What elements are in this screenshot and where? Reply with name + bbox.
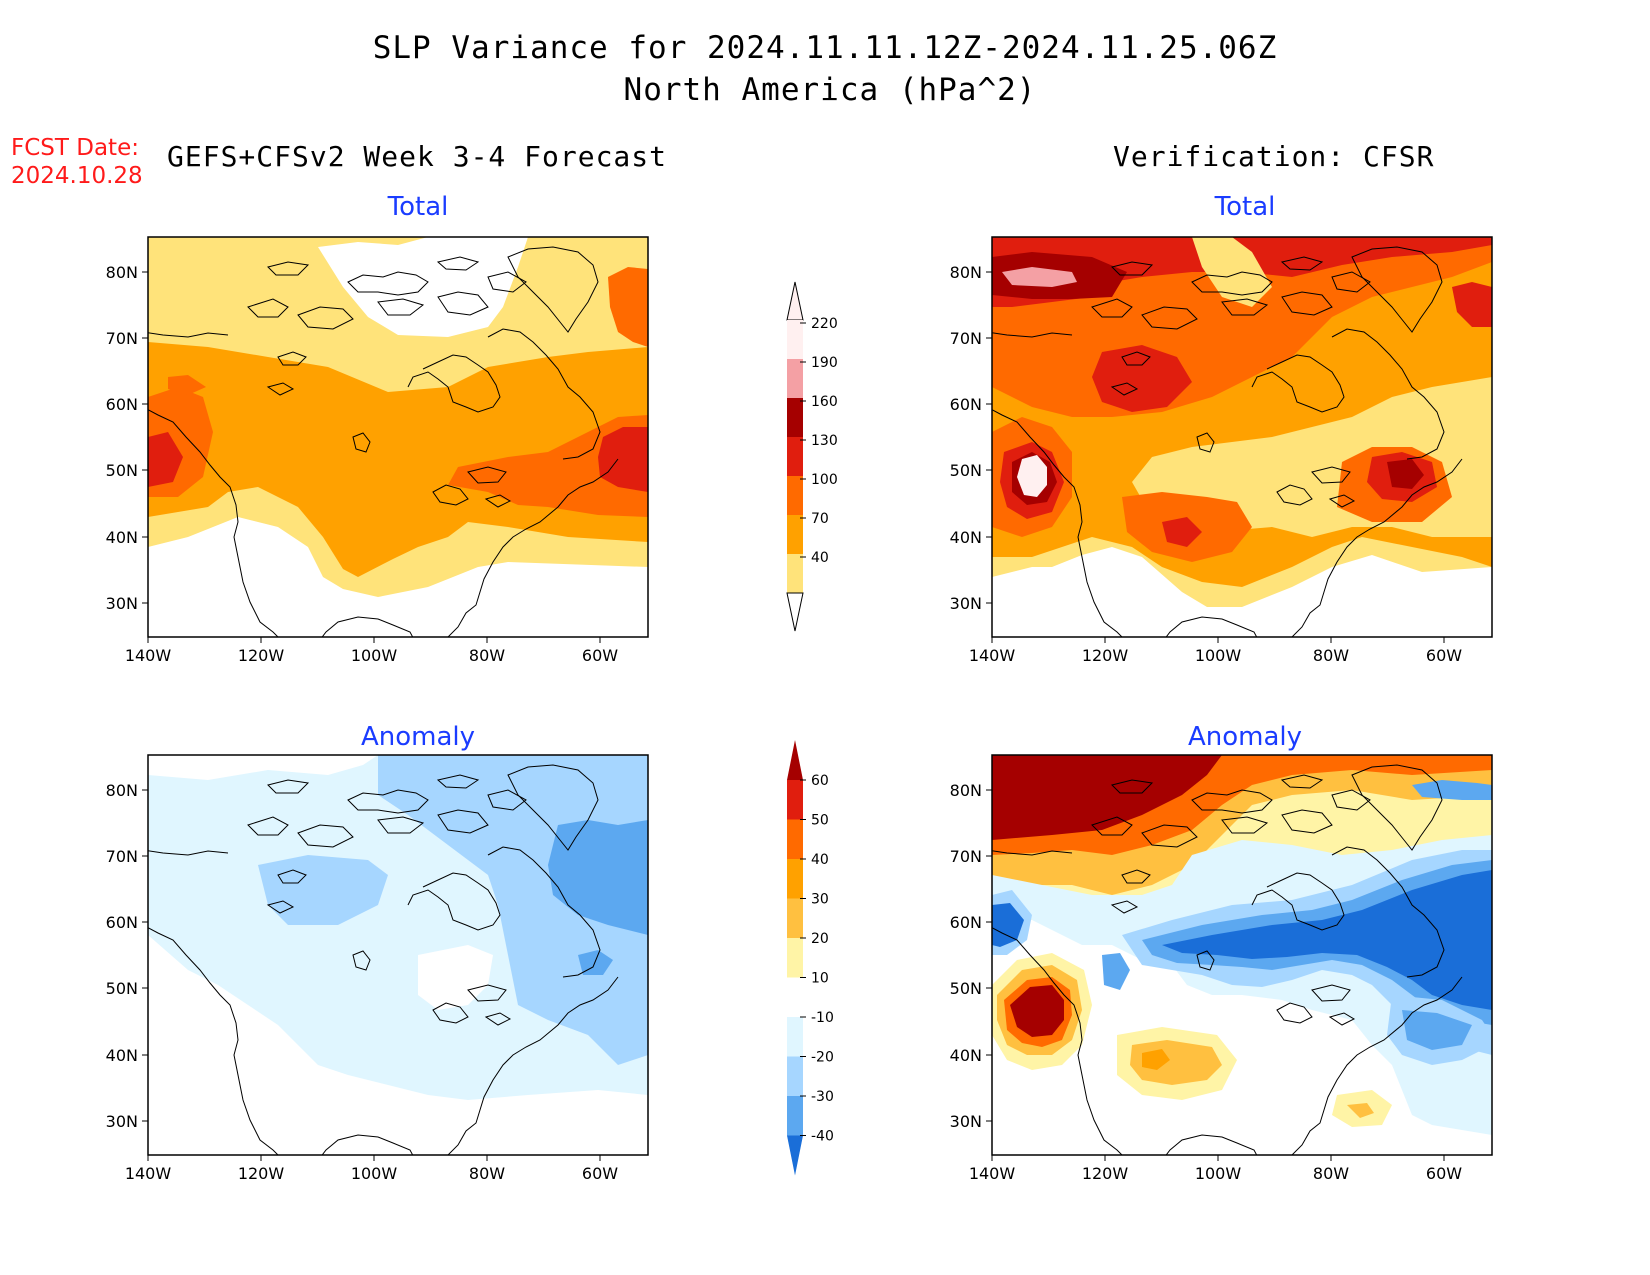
lat-tick-label: 30N [950,594,982,613]
lat-tick-label: 70N [950,329,982,348]
lat-tick-label: 40N [106,1046,138,1065]
lat-tick-label: 50N [950,979,982,998]
vf-total-title: Total [1214,192,1276,222]
lat-tick-label: 70N [106,847,138,866]
lat-tick-label: 60N [106,913,138,932]
colorbar-label: 220 [811,316,838,332]
colorbar-label: 160 [811,394,838,410]
colorbar-label: 60 [811,773,829,789]
colorbar-swatch [787,977,803,1017]
colorbar-swatch [787,819,803,859]
lon-tick-label: 60W [582,646,618,665]
lat-tick-label: 60N [950,395,982,414]
lat-tick-label: 40N [106,528,138,547]
lon-tick-label: 60W [1426,1164,1462,1183]
colorbar-swatch [787,780,803,820]
lat-tick-label: 30N [106,594,138,613]
lon-tick-label: 140W [969,646,1016,665]
colorbar-label: 130 [811,433,838,449]
colorbar-swatch [787,938,803,978]
total-colorbar: 220 190 160 130 100 70 40 [786,281,838,632]
colorbar-swatch [787,437,803,476]
main-title: SLP Variance for 2024.11.11.12Z-2024.11.… [372,30,1278,66]
lat-tick-label: 40N [950,528,982,547]
lat-tick-label: 80N [106,263,138,282]
lon-tick-label: 60W [582,1164,618,1183]
lat-tick-label: 80N [950,781,982,800]
lon-tick-label: 100W [1195,1164,1242,1183]
vf-anomaly-map [991,754,1493,1156]
lon-tick-label: 120W [238,646,285,665]
lon-tick-label: 140W [969,1164,1016,1183]
colorbar-swatch [787,1017,803,1057]
colorbar-swatch [787,515,803,554]
colorbar-top-arrow [786,281,804,321]
lon-tick-label: 100W [351,646,398,665]
lon-tick-label: 120W [1082,646,1129,665]
colorbar-swatch [787,1096,803,1136]
colorbar-swatch [787,320,803,359]
colorbar-swatch [787,898,803,938]
lon-tick-label: 140W [125,1164,172,1183]
colorbar-label: 190 [811,355,838,371]
vf-total-map [991,236,1493,638]
fc-anomaly-title: Anomaly [360,722,476,752]
colorbar-label: 40 [811,852,829,868]
lon-tick-label: 60W [1426,646,1462,665]
lat-tick-label: 30N [106,1112,138,1131]
lat-tick-label: 60N [950,913,982,932]
lon-tick-label: 100W [351,1164,398,1183]
colorbar-swatch [787,859,803,899]
lat-tick-label: 30N [950,1112,982,1131]
colorbar-label: -40 [811,1129,834,1145]
colorbar-label: -30 [811,1089,834,1105]
lon-tick-label: 80W [1313,646,1349,665]
anomaly-colorbar: 60 50 40 30 20 10 -10 -20 -30 -40 [787,740,834,1176]
lon-tick-label: 120W [238,1164,285,1183]
lat-tick-label: 60N [106,395,138,414]
lat-tick-label: 80N [106,781,138,800]
colorbar-label: 20 [811,931,829,947]
colorbar-swatch [787,398,803,437]
lon-tick-label: 120W [1082,1164,1129,1183]
lat-tick-label: 50N [106,979,138,998]
vf-anomaly-title: Anomaly [1187,722,1303,752]
lat-tick-label: 70N [950,847,982,866]
fcst-date-value: 2024.10.28 [11,163,143,189]
colorbar-label: 70 [811,511,829,527]
colorbar-label: -20 [811,1050,834,1066]
lon-tick-label: 140W [125,646,172,665]
verification-heading: Verification: CFSR [1113,140,1435,173]
forecast-heading: GEFS+CFSv2 Week 3-4 Forecast [167,140,668,173]
lon-tick-label: 100W [1195,646,1242,665]
fc-anomaly-map [147,754,649,1156]
colorbar-label: 30 [811,892,829,908]
colorbar-swatch [787,359,803,398]
colorbar-swatch [787,1056,803,1096]
colorbar-label: 50 [811,813,829,829]
fc-total-map [147,236,649,638]
colorbar-bottom-arrow [786,592,804,632]
lat-tick-label: 50N [106,461,138,480]
colorbar-label: 40 [811,550,829,566]
lat-tick-label: 50N [950,461,982,480]
colorbar-label: 10 [811,971,829,987]
colorbar-bottom-arrow [787,1135,803,1176]
colorbar-label: 100 [811,472,838,488]
colorbar-swatch [787,476,803,515]
colorbar-label: -10 [811,1010,834,1026]
fc-total-title: Total [387,192,449,222]
colorbar-swatch [787,554,803,593]
lat-tick-label: 80N [950,263,982,282]
lat-tick-label: 40N [950,1046,982,1065]
lon-tick-label: 80W [469,1164,505,1183]
fcst-date-label: FCST Date: [11,135,139,161]
lat-tick-label: 70N [106,329,138,348]
main-subtitle: North America (hPa^2) [623,72,1037,108]
lon-tick-label: 80W [469,646,505,665]
colorbar-top-arrow [787,740,803,780]
lon-tick-label: 80W [1313,1164,1349,1183]
